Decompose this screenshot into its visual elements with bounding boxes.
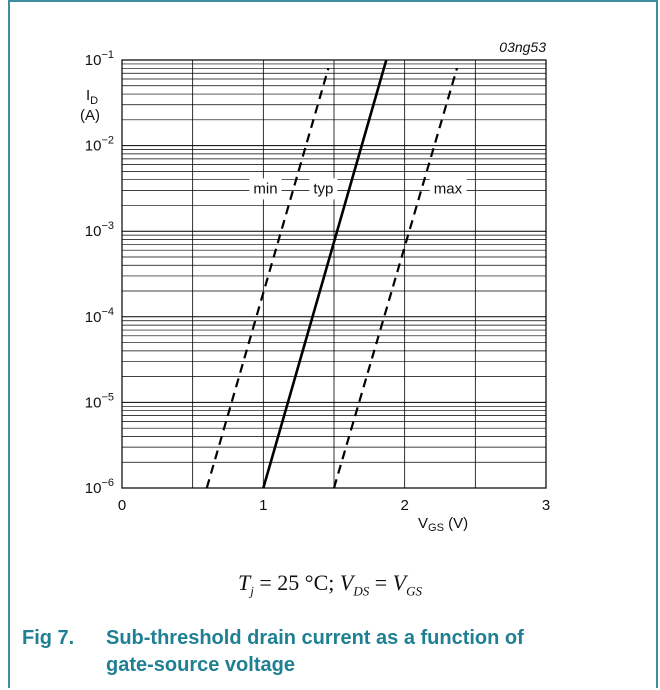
series-label-typ: typ xyxy=(313,180,333,197)
series-label-background xyxy=(249,178,282,200)
series-layer xyxy=(205,59,459,489)
vgs-symbol: V xyxy=(392,570,407,595)
y-axis-unit: (A) xyxy=(80,107,100,124)
y-tick-label: 10−1 xyxy=(85,49,114,69)
x-tick-label: 2 xyxy=(400,497,408,514)
y-tick-label: 10−4 xyxy=(85,306,114,326)
figure-caption: Fig 7. Sub-threshold drain current as a f… xyxy=(22,625,642,679)
figure-frame xyxy=(8,0,658,688)
series-label-background xyxy=(309,178,338,200)
tj-symbol: T xyxy=(238,570,251,595)
tj-value: = 25 °C; xyxy=(253,570,340,595)
label-layer: 10−1 10−2 10−3 10−4 10−5 10−60 1 2 3 ID(A) VGS (V)… xyxy=(80,49,550,534)
series-line-min xyxy=(205,67,330,489)
equals-sign: = xyxy=(369,570,393,595)
caption-line-1: Sub-threshold drain current as a functio… xyxy=(106,627,524,649)
vds-symbol: V xyxy=(339,570,354,595)
x-tick-label: 0 xyxy=(118,497,126,514)
grid xyxy=(121,59,547,489)
x-tick-label: 3 xyxy=(542,497,550,514)
x-axis-label: VGS (V) xyxy=(418,515,468,534)
measurement-conditions: Tj = 25 °C; VDS = VGS xyxy=(0,570,660,599)
vds-subscript: DS xyxy=(353,583,370,599)
series-label-background xyxy=(429,178,467,200)
series-line-max xyxy=(332,67,459,489)
tj-subscript: j xyxy=(250,583,254,599)
y-tick-label: 10−2 xyxy=(85,135,114,155)
vgs-subscript: GS xyxy=(406,583,422,599)
y-tick-label: 10−6 xyxy=(85,477,114,497)
y-tick-label: 10−3 xyxy=(85,220,114,240)
series-line-typ xyxy=(262,59,388,489)
x-tick-label: 1 xyxy=(259,497,267,514)
series-label-min: min xyxy=(253,180,277,197)
series-label-max: max xyxy=(434,180,463,197)
caption-number: Fig 7. xyxy=(22,627,75,649)
y-tick-label: 10−5 xyxy=(85,391,114,411)
chart: 10−1 10−2 10−3 10−4 10−5 10−60 1 2 3 ID(A) VGS (V)… xyxy=(80,39,550,534)
y-axis-label: ID xyxy=(86,87,98,107)
figure-code: 03ng53 xyxy=(499,39,546,55)
caption-line-2: gate-source voltage xyxy=(106,654,295,676)
